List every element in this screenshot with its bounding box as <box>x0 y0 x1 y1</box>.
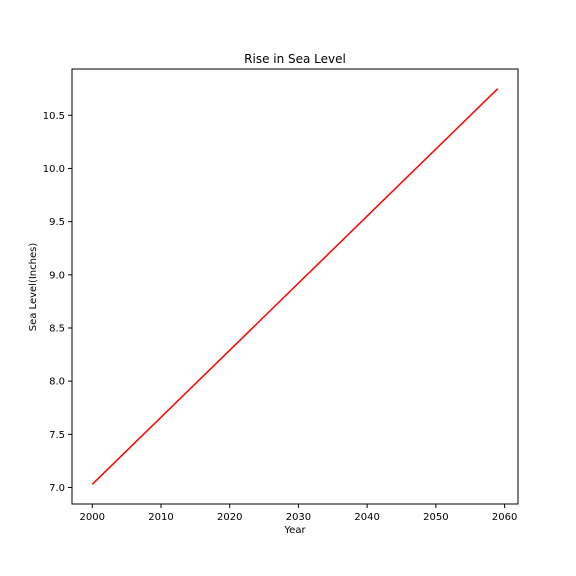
x-axis-label: Year <box>283 525 306 536</box>
x-tick-label: 2050 <box>423 512 448 523</box>
x-tick-label: 2020 <box>217 512 242 523</box>
y-tick-label: 7.0 <box>49 483 65 494</box>
x-tick-label: 2030 <box>286 512 311 523</box>
plot-frame <box>71 68 519 505</box>
y-tick-label: 8.5 <box>49 323 65 334</box>
x-tick-label: 2060 <box>492 512 517 523</box>
y-axis-label: Sea Level(Inches) <box>28 243 39 332</box>
x-tick-label: 2000 <box>80 512 105 523</box>
y-axis: 7.0 7.5 8.0 8.5 9.0 9.5 10.0 10.5 <box>43 111 72 494</box>
y-tick-label: 10.0 <box>43 164 65 175</box>
y-tick-label: 9.5 <box>49 217 65 228</box>
y-tick-label: 8.0 <box>49 377 65 388</box>
sea-level-line <box>91 88 499 485</box>
y-tick-label: 9.0 <box>49 270 65 281</box>
x-tick-label: 2040 <box>354 512 379 523</box>
x-tick-label: 2010 <box>148 512 173 523</box>
y-tick-label: 7.5 <box>49 430 65 441</box>
y-tick-label: 10.5 <box>43 111 65 122</box>
x-axis: 2000 2010 2020 2030 2040 2050 2060 <box>80 504 517 523</box>
chart-title: Rise in Sea Level <box>244 52 346 66</box>
